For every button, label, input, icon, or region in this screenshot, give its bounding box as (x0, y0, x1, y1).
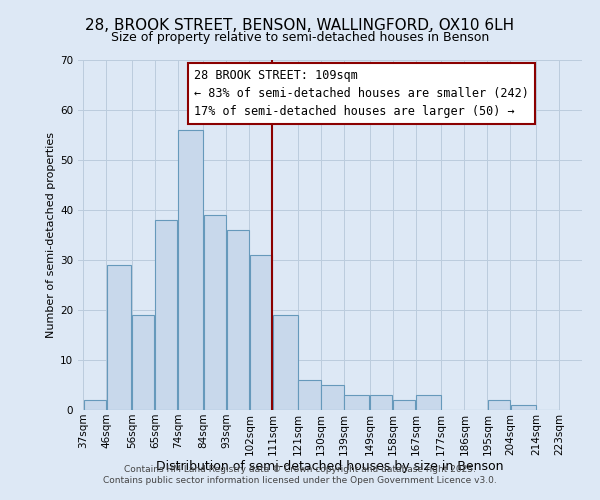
Bar (322, 385, 344, 410)
Text: Size of property relative to semi-detached houses in Benson: Size of property relative to semi-detach… (111, 31, 489, 44)
Bar (83, 400, 106, 410)
Bar (416, 395, 441, 410)
Bar (393, 400, 415, 410)
Bar (132, 315, 154, 410)
X-axis label: Distribution of semi-detached houses by size in Benson: Distribution of semi-detached houses by … (156, 460, 504, 473)
Text: 28 BROOK STREET: 109sqm
← 83% of semi-detached houses are smaller (242)
17% of s: 28 BROOK STREET: 109sqm ← 83% of semi-de… (194, 69, 529, 118)
Bar (273, 315, 298, 410)
Bar (204, 215, 226, 410)
Bar (178, 130, 203, 410)
Y-axis label: Number of semi-detached properties: Number of semi-detached properties (46, 132, 56, 338)
Bar (370, 395, 392, 410)
Bar (107, 265, 131, 410)
Bar (298, 380, 320, 410)
Text: 28, BROOK STREET, BENSON, WALLINGFORD, OX10 6LH: 28, BROOK STREET, BENSON, WALLINGFORD, O… (85, 18, 515, 32)
Bar (344, 395, 369, 410)
Text: Contains public sector information licensed under the Open Government Licence v3: Contains public sector information licen… (103, 476, 497, 485)
Bar (488, 400, 510, 410)
Bar (511, 405, 536, 410)
Bar (250, 255, 272, 410)
Bar (227, 230, 249, 410)
Text: Contains HM Land Registry data © Crown copyright and database right 2025.: Contains HM Land Registry data © Crown c… (124, 465, 476, 474)
Bar (155, 220, 178, 410)
